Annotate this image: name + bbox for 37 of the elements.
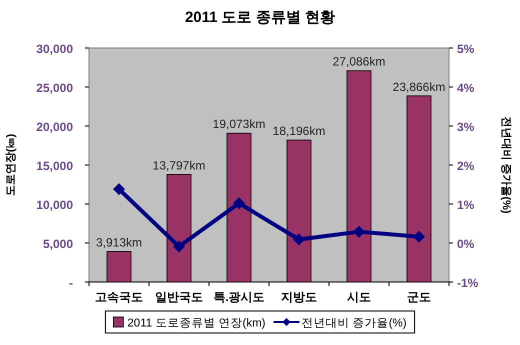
- data-label: 18,196km: [272, 124, 326, 138]
- x-tick-label: 고속국도: [95, 290, 143, 304]
- y2-tick-label: 4%: [457, 81, 475, 95]
- y-tick-label: 30,000: [36, 42, 74, 56]
- y2-tick-label: 5%: [457, 42, 475, 56]
- legend-label: 전년대비 증가율(%): [302, 318, 407, 330]
- x-tick-label: 일반국도: [155, 290, 203, 304]
- y-tick-label: 25,000: [36, 81, 74, 95]
- data-label: 27,086km: [332, 54, 386, 69]
- y-tick-label: -: [69, 276, 73, 290]
- data-label: 13,797km: [152, 158, 206, 172]
- point: [233, 197, 245, 210]
- y-axis-title: 도로연장(㎞): [5, 134, 17, 196]
- legend-label: 2011 도로종류별 연장(km): [127, 318, 266, 330]
- data-label: 3,913km: [96, 235, 142, 250]
- x-tick-label: 지방도: [281, 290, 317, 304]
- y-tick-label: 20,000: [36, 120, 74, 134]
- y-tick-label: 5,000: [42, 237, 74, 251]
- data-label: 19,073km: [212, 117, 266, 132]
- point: [413, 230, 425, 243]
- point: [113, 183, 125, 196]
- y2-tick-label: 1%: [457, 198, 475, 212]
- y-tick-label: 10,000: [36, 198, 74, 212]
- y2-tick-label: 2%: [457, 159, 475, 173]
- y2-tick-label: 0%: [457, 237, 475, 251]
- y2-axis-title: 전년대비 증가율(%): [500, 116, 512, 214]
- point: [173, 240, 185, 253]
- data-label: 23,866km: [392, 80, 446, 94]
- x-tick-label: 특.광시도: [213, 290, 265, 304]
- x-tick-label: 시도: [347, 290, 371, 304]
- y2-tick-label: -1%: [457, 276, 479, 290]
- x-tick-label: 군도: [407, 290, 431, 304]
- point: [353, 226, 365, 238]
- y-tick-label: 15,000: [36, 159, 74, 173]
- chart-title: 2011 도로 종류별 현황: [184, 9, 336, 26]
- y2-tick-label: 3%: [457, 120, 475, 134]
- point: [293, 233, 305, 246]
